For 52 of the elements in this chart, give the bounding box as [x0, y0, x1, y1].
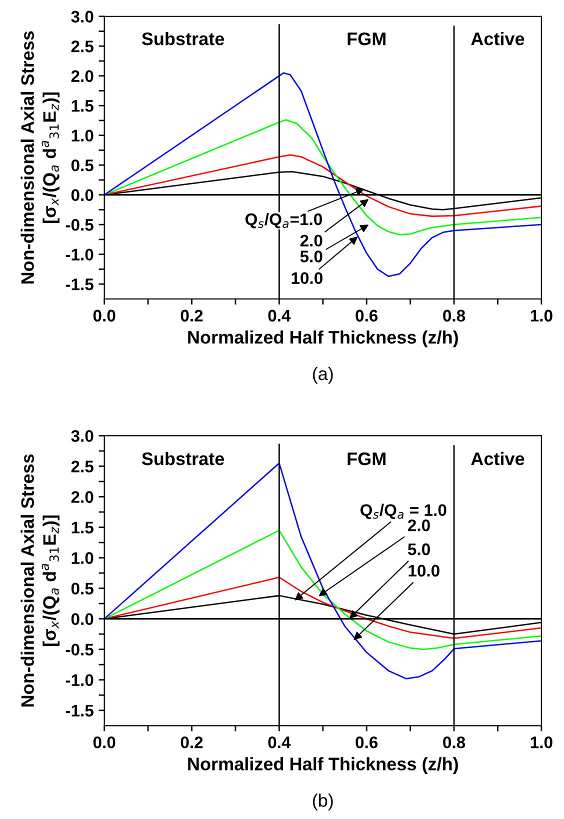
annotation: 10.0 — [292, 272, 322, 284]
y-tick-label: 0.0 — [71, 613, 94, 626]
x-tick-label: 0.2 — [180, 310, 203, 322]
x-tick-label: 0.6 — [356, 736, 378, 748]
annotation: Q$_{s}$/Q$_{a}$=1.0 — [245, 212, 322, 228]
x-tick-label: 0.0 — [93, 310, 116, 322]
y-tick-label: 1.0 — [72, 552, 94, 564]
annotation: Q$_{s}$/Q$_{a}$ = 1.0 — [360, 504, 446, 520]
y-tick-label: 1.5 — [72, 522, 94, 534]
annotation: 2.0 — [300, 234, 322, 247]
y-tick-label: 0.0 — [71, 189, 94, 202]
y-tick-label: 2.0 — [71, 491, 94, 503]
x-tick-label: 1.0 — [530, 310, 552, 322]
y-tick-label: 2.0 — [71, 70, 94, 82]
annotation: 5.0 — [300, 250, 322, 262]
y-tick-label: 3.0 — [71, 10, 94, 23]
text: (b) — [312, 794, 333, 810]
annotation: FGM — [348, 32, 386, 46]
x-tick-label: 1.0 — [530, 736, 552, 748]
y-tick-label: -1.0 — [66, 674, 94, 686]
annotation: 5.0 — [408, 543, 430, 556]
y-tick-label: 1.0 — [72, 130, 94, 142]
x-tick-label: 0.4 — [268, 310, 291, 322]
text: Non-dimensional Axial Stress [σ$_{x}$/(Q$_{a}$ d$^{a}$$_{31}$E$_{z}$)] — [20, 31, 60, 284]
annotation: FGM — [348, 452, 386, 466]
y-tick-label: 3.0 — [71, 430, 94, 442]
x-tick-label: 0.4 — [268, 736, 291, 748]
x-axis-title: Normalized Half Thickness (z/h) — [188, 330, 458, 348]
annotation: 10.0 — [408, 564, 440, 577]
x-tick-label: 0.8 — [443, 310, 466, 322]
annotation: 2.0 — [408, 519, 430, 532]
x-tick-label: 0.8 — [443, 736, 466, 748]
text: (a) — [312, 366, 333, 384]
annotation: Active — [471, 452, 524, 466]
y-tick-label: 1.5 — [72, 100, 94, 112]
y-tick-label: 2.5 — [71, 460, 94, 472]
x-tick-label: 0.0 — [93, 736, 116, 748]
x-tick-label: 0.2 — [180, 736, 203, 748]
x-axis-title: Normalized Half Thickness (z/h) — [188, 757, 458, 774]
y-tick-label: -1.0 — [66, 248, 94, 261]
y-tick-label: -0.5 — [66, 644, 94, 656]
y-tick-label: -1.5 — [66, 704, 94, 717]
annotation: Substrate — [142, 32, 224, 46]
y-tick-label: 0.5 — [71, 582, 94, 595]
y-tick-label: 2.5 — [71, 40, 94, 52]
annotation: Active — [471, 32, 524, 46]
annotation: Substrate — [142, 452, 224, 466]
y-tick-label: 0.5 — [71, 159, 94, 172]
y-tick-label: -1.5 — [66, 278, 94, 290]
y-tick-label: -0.5 — [66, 218, 94, 231]
text: Non-dimensional Axial Stress [σ$_{x}$/(Q$_{a}$ d$^{a}$$_{31}$E$_{z}$)] — [20, 454, 60, 707]
x-tick-label: 0.6 — [356, 310, 378, 322]
